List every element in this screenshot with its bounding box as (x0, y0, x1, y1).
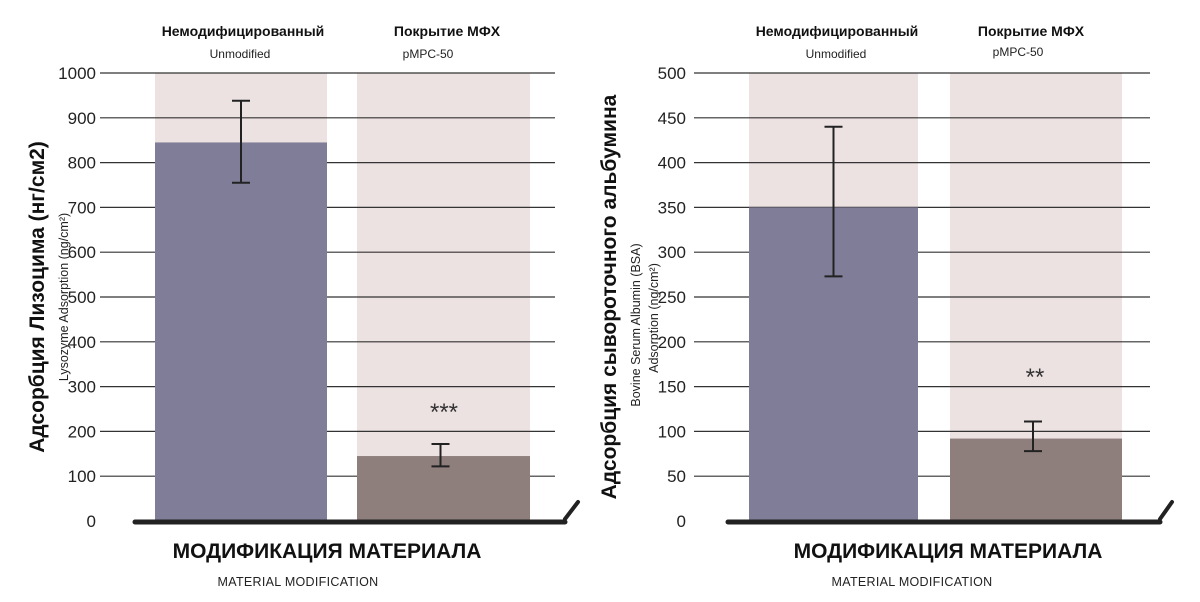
category-label-unmodified: Немодифицированный (756, 23, 919, 39)
significance-marker: ** (1026, 364, 1045, 391)
x-axis-label: МОДИФИКАЦИЯ МАТЕРИАЛА (794, 540, 1103, 563)
y-tick-label: 900 (68, 109, 96, 128)
y-tick-label: 200 (658, 333, 686, 352)
y-tick-label: 100 (68, 467, 96, 486)
significance-marker: *** (430, 399, 458, 426)
lysozyme-chart-y-ticks: 0 100 200 300 400 500 600 700 800 900 1000 (58, 64, 96, 531)
y-tick-label: 350 (658, 198, 686, 217)
y-tick-label: 300 (658, 243, 686, 262)
y-tick-label: 100 (658, 422, 686, 441)
category-label-unmodified: Немодифицированный (162, 23, 325, 39)
error-bar-pmpc-50 (431, 442, 450, 468)
error-bar-unmodified (232, 99, 250, 184)
category-sublabel-pmpc: pMPC-50 (993, 45, 1044, 59)
bar-unmodified (155, 142, 327, 521)
bsa-chart-error-bars (824, 125, 1042, 453)
category-sublabel-unmodified: Unmodified (210, 47, 271, 61)
y-axis-label: Адсорбция Лизоцима (нг/см2) (26, 141, 49, 453)
y-tick-label: 700 (68, 198, 96, 217)
y-tick-label: 0 (677, 512, 686, 531)
category-sublabel-unmodified: Unmodified (806, 47, 867, 61)
y-tick-label: 400 (658, 154, 686, 173)
y-tick-label: 600 (68, 243, 96, 262)
bsa-chart-x-axis (725, 500, 1174, 525)
x-axis-end-cap (563, 500, 580, 521)
y-tick-label: 800 (68, 154, 96, 173)
y-tick-label: 500 (68, 288, 96, 307)
y-tick-label: 500 (658, 64, 686, 83)
lysozyme-chart-x-axis (132, 500, 580, 525)
y-tick-label: 150 (658, 378, 686, 397)
y-tick-label: 450 (658, 109, 686, 128)
category-label-pmpc: Покрытие МФХ (394, 23, 501, 39)
y-axis-sublabel: Lysozyme Adsorption (ng/cm²) (57, 213, 71, 381)
category-sublabel-pmpc: pMPC-50 (403, 47, 454, 61)
y-tick-label: 250 (658, 288, 686, 307)
y-tick-label: 400 (68, 333, 96, 352)
y-axis-sublabel-line-2: Adsorption (ng/cm²) (647, 263, 661, 373)
lysozyme-chart: 0 100 200 300 400 500 600 700 800 900 1000 Немодиф… (26, 23, 580, 589)
y-tick-label: 300 (68, 378, 96, 397)
lysozyme-chart-error-bars (232, 99, 450, 468)
y-tick-label: 1000 (58, 64, 96, 83)
category-label-pmpc: Покрытие МФХ (978, 23, 1085, 39)
bsa-chart: 0 50 100 150 200 250 300 350 400 450 500 Немодифиц… (598, 23, 1174, 589)
y-axis-label: Адсорбция сывороточного альбумина (598, 94, 621, 499)
y-axis-sublabel-line-1: Bovine Serum Albumin (BSA) (629, 243, 643, 406)
error-bar-unmodified (824, 125, 843, 278)
y-tick-label: 50 (667, 467, 686, 486)
bar-pmpc-50 (950, 438, 1122, 521)
x-axis-label: МОДИФИКАЦИЯ МАТЕРИАЛА (173, 540, 482, 563)
y-tick-label: 200 (68, 422, 96, 441)
bsa-chart-y-ticks: 0 50 100 150 200 250 300 350 400 450 500 (658, 64, 686, 531)
x-axis-sublabel: MATERIAL MODIFICATION (218, 575, 379, 589)
error-bar-pmpc-50 (1024, 420, 1042, 453)
x-axis-sublabel: MATERIAL MODIFICATION (832, 575, 993, 589)
y-tick-label: 0 (87, 512, 96, 531)
x-axis-end-cap (1158, 500, 1174, 521)
